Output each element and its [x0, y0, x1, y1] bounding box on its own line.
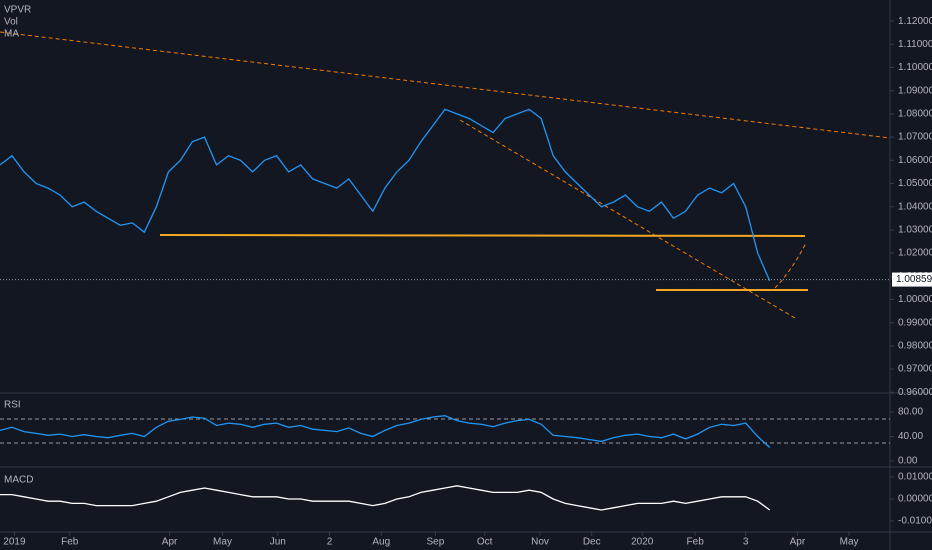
- x-tick-label: May: [840, 537, 859, 548]
- indicator-label: Vol: [4, 17, 18, 28]
- x-tick-label: Feb: [61, 537, 79, 548]
- x-tick-label: 2: [327, 537, 333, 548]
- y-tick-label: 0.97000: [898, 364, 932, 375]
- y-tick-label: 0.00: [898, 456, 918, 467]
- y-tick-label: 0.98000: [898, 341, 932, 352]
- series-line: [0, 108, 771, 282]
- y-tick-label: 1.00000: [898, 294, 932, 305]
- x-tick-label: Jun: [270, 537, 286, 548]
- y-tick-label: 0.01000: [898, 472, 932, 483]
- y-tick-label: 1.08000: [898, 109, 932, 120]
- last-price-label: 1.00859: [896, 274, 932, 285]
- series-line: [0, 415, 771, 448]
- y-tick-label: 1.06000: [898, 155, 932, 166]
- y-tick-label: 80.00: [898, 407, 923, 418]
- x-tick-label: Apr: [162, 537, 178, 548]
- y-tick-label: -0.01000: [898, 516, 932, 527]
- y-tick-label: 1.09000: [898, 85, 932, 96]
- x-tick-label: 2019: [3, 537, 26, 548]
- y-tick-label: 0.99000: [898, 317, 932, 328]
- x-tick-label: Feb: [687, 537, 705, 548]
- pane-title: MACD: [4, 475, 33, 486]
- x-tick-label: Apr: [790, 537, 806, 548]
- y-tick-label: 1.04000: [898, 201, 932, 212]
- y-tick-label: 1.03000: [898, 225, 932, 236]
- y-tick-label: 1.05000: [898, 178, 932, 189]
- y-tick-label: 0.00000: [898, 494, 932, 505]
- y-tick-label: 1.11000: [898, 39, 932, 50]
- trend-line: [459, 119, 796, 319]
- y-tick-label: 1.07000: [898, 132, 932, 143]
- pane-title: RSI: [4, 400, 21, 411]
- x-tick-label: Aug: [372, 537, 390, 548]
- trend-line: [0, 31, 891, 139]
- x-tick-label: Sep: [426, 537, 444, 548]
- indicator-label: VPVR: [4, 5, 31, 16]
- x-tick-label: Nov: [531, 537, 549, 548]
- y-tick-label: 0.96000: [898, 387, 932, 398]
- y-tick-label: 40.00: [898, 431, 923, 442]
- projection: [774, 242, 807, 289]
- series-line: [0, 485, 771, 511]
- x-tick-label: May: [213, 537, 232, 548]
- y-tick-label: 1.02000: [898, 248, 932, 259]
- y-tick-label: 1.10000: [898, 62, 932, 73]
- support-line: [159, 234, 806, 237]
- x-tick-label: Dec: [583, 537, 601, 548]
- x-tick-label: 2020: [631, 537, 654, 548]
- x-tick-label: Oct: [477, 537, 493, 548]
- x-tick-label: 3: [743, 537, 749, 548]
- y-tick-label: 1.12000: [898, 16, 932, 27]
- last-price-box: [892, 272, 932, 287]
- indicator-label: MA: [4, 29, 19, 40]
